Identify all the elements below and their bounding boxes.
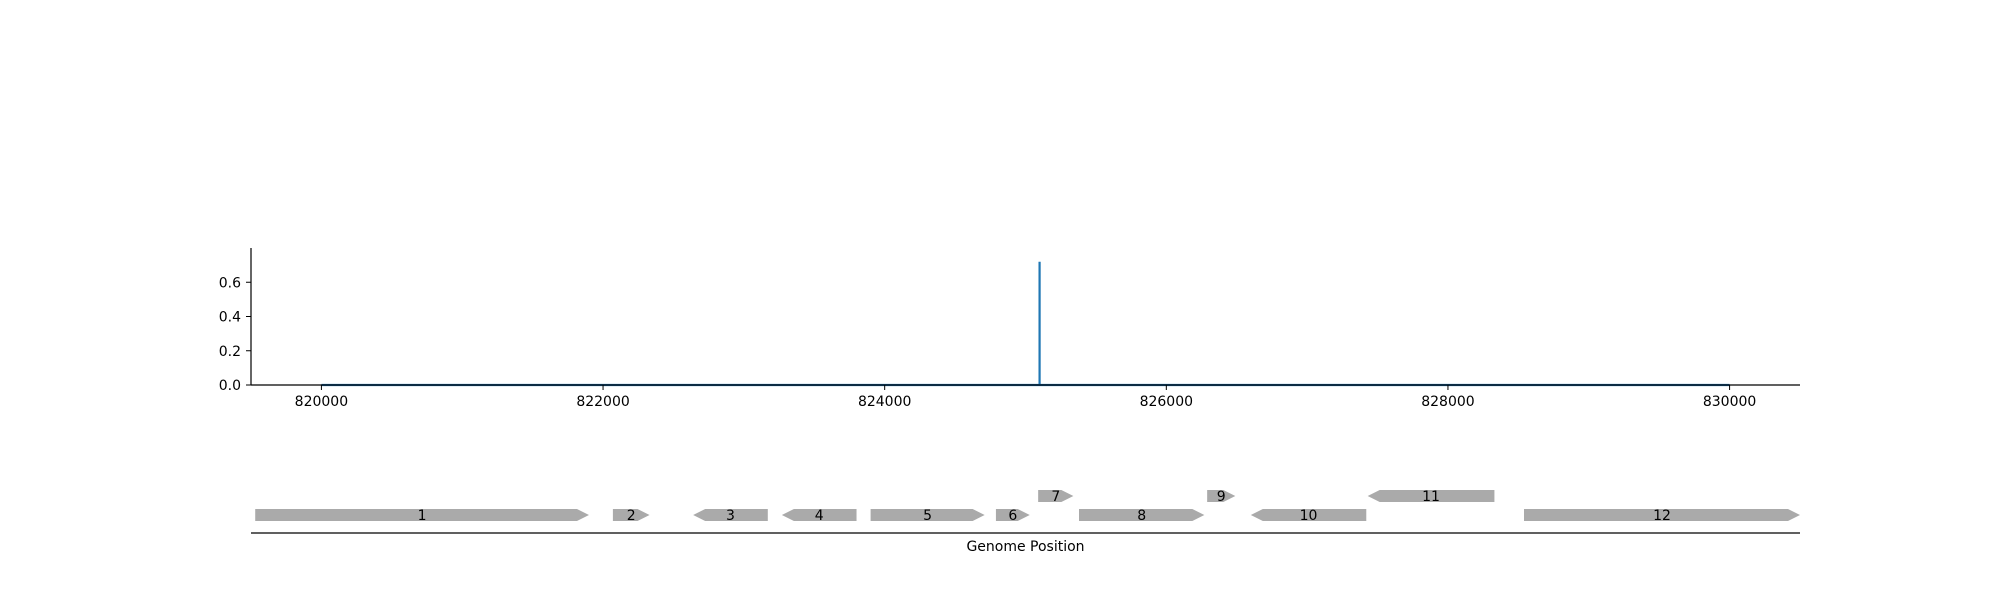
gene-4: 4 <box>781 508 857 524</box>
gene-arrow <box>781 509 857 521</box>
gene-10: 10 <box>1250 508 1367 524</box>
gene-11: 11 <box>1367 489 1495 505</box>
gene-arrow <box>870 509 985 521</box>
gene-8: 8 <box>1079 508 1205 524</box>
coverage-series-line <box>321 261 1730 387</box>
gene-arrow <box>255 509 589 521</box>
gene-9: 9 <box>1207 489 1236 505</box>
gene-12: 12 <box>1524 508 1800 524</box>
gene-label: 5 <box>923 508 932 524</box>
gene-label: 2 <box>627 508 636 524</box>
x-tick-label: 828000 <box>1421 394 1474 410</box>
gene-label: 6 <box>1008 508 1017 524</box>
gene-label: 12 <box>1653 508 1671 524</box>
gene-label: 7 <box>1051 489 1060 505</box>
gene-arrow <box>1207 490 1236 502</box>
gene-label: 9 <box>1217 489 1226 505</box>
gene-arrow <box>995 509 1030 521</box>
gene-5: 5 <box>870 508 985 524</box>
gene-label: 4 <box>815 508 824 524</box>
gene-arrow <box>1038 490 1074 502</box>
gene-6: 6 <box>995 508 1030 524</box>
gene-arrow <box>1079 509 1205 521</box>
x-tick-label: 830000 <box>1703 394 1756 410</box>
y-tick-label: 0.2 <box>219 344 241 360</box>
x-tick-label: 826000 <box>1140 394 1193 410</box>
y-tick-label: 0.4 <box>219 310 241 326</box>
coverage-ticks: 820000 822000 824000 826000 828000 830000 0.0 0… <box>219 275 1757 410</box>
gene-arrow <box>693 509 768 521</box>
gene-1: 1 <box>255 508 589 524</box>
coverage-panel: 820000 822000 824000 826000 828000 830000 0.0 0… <box>219 248 1800 410</box>
gene-label: 10 <box>1300 508 1318 524</box>
gene-label: 11 <box>1422 489 1440 505</box>
coverage-line-layer <box>321 261 1730 387</box>
gene-label: 8 <box>1137 508 1146 524</box>
y-tick-label: 0.6 <box>219 275 241 291</box>
gene-label: 1 <box>418 508 427 524</box>
gene-arrow <box>1524 509 1800 521</box>
gene-2: 2 <box>612 508 650 524</box>
x-axis-title: Genome Position <box>966 539 1084 555</box>
x-tick-label: 824000 <box>858 394 911 410</box>
gene-7: 7 <box>1038 489 1074 505</box>
gene-arrow <box>1250 509 1367 521</box>
gene-arrow <box>1367 490 1495 502</box>
gene-label: 3 <box>726 508 735 524</box>
x-tick-label: 822000 <box>576 394 629 410</box>
gene-3: 3 <box>693 508 768 524</box>
y-tick-label: 0.0 <box>219 378 241 394</box>
x-tick-label: 820000 <box>295 394 348 410</box>
gene-arrow <box>612 509 650 521</box>
